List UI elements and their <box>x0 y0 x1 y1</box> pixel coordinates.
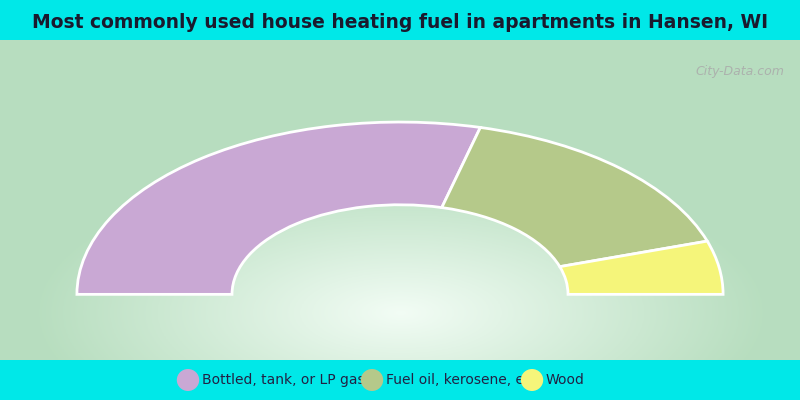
Text: Bottled, tank, or LP gas: Bottled, tank, or LP gas <box>202 373 364 387</box>
Ellipse shape <box>521 369 543 391</box>
Wedge shape <box>560 241 723 294</box>
Text: City-Data.com: City-Data.com <box>696 65 785 78</box>
Wedge shape <box>442 128 707 267</box>
Text: Wood: Wood <box>546 373 585 387</box>
Ellipse shape <box>177 369 199 391</box>
Text: Fuel oil, kerosene, etc.: Fuel oil, kerosene, etc. <box>386 373 541 387</box>
Wedge shape <box>77 122 480 294</box>
Ellipse shape <box>361 369 383 391</box>
Text: Most commonly used house heating fuel in apartments in Hansen, WI: Most commonly used house heating fuel in… <box>32 12 768 32</box>
